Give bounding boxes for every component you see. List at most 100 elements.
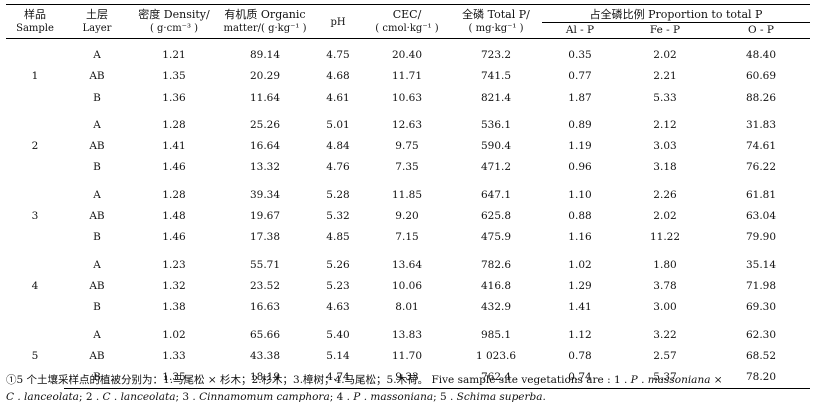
layer-cell: B bbox=[93, 161, 101, 174]
cec-cell: 10.63 bbox=[391, 91, 423, 104]
cec-cell: 11.85 bbox=[391, 188, 423, 201]
header-total-p: 全磷 Total P/ ( mg·kg⁻¹ ) bbox=[450, 4, 542, 39]
fe-p-cell: 2.21 bbox=[653, 70, 677, 83]
al-p-cell: 1.02 bbox=[568, 258, 592, 271]
al-p-cell: 1.19 bbox=[568, 140, 592, 153]
organic-matter-cell: 18.19 bbox=[218, 367, 312, 390]
footnote-species-2: C . lanceolata bbox=[102, 391, 176, 403]
o-p-cell: 31.83 bbox=[745, 118, 777, 131]
total-p-cell: 1 023.6 bbox=[475, 349, 517, 362]
fe-p-cell: 3.22 bbox=[653, 328, 677, 341]
layer-cell: AB bbox=[89, 140, 105, 153]
table-row: AB 1.33 43.38 5.14 11.70 1 023.6 0.78 2.57 68.52 bbox=[6, 346, 810, 367]
density-cell: 1.36 bbox=[162, 91, 186, 104]
ph-cell: 4.76 bbox=[326, 161, 350, 174]
table-body: 1 A 1.21 89.14 4.75 20.40 723.2 0.35 2.02 48.40 AB… bbox=[6, 39, 811, 390]
o-p-cell: 35.14 bbox=[745, 258, 777, 271]
ph-cell: 4.75 bbox=[326, 49, 350, 61]
total-p-cell: 647.1 bbox=[480, 188, 512, 201]
table-row: 3 A 1.28 39.34 5.28 11.85 647.1 1.10 2.26 61.81 bbox=[6, 179, 810, 222]
layer-cell: B bbox=[93, 231, 101, 244]
table-row: B 1.35 18.19 4.74 9.33 762.4 0.74 5.37 78.20 bbox=[6, 367, 811, 390]
fe-p-cell: 2.02 bbox=[653, 49, 677, 61]
header-organic-matter: 有机质 Organic matter/( g·kg⁻¹ ) bbox=[218, 4, 312, 39]
density-cell: 1.41 bbox=[162, 140, 186, 153]
cec-cell: 11.70 bbox=[391, 349, 423, 362]
density-cell: 1.38 bbox=[162, 301, 186, 314]
organic-matter-cell: 89.14 bbox=[249, 49, 281, 61]
total-p-cell: 416.8 bbox=[480, 279, 512, 292]
density-cell: 1.28 bbox=[162, 188, 186, 201]
fe-p-cell: 11.22 bbox=[649, 231, 681, 244]
total-p-cell: 985.1 bbox=[480, 328, 512, 341]
layer-cell: A bbox=[93, 49, 101, 61]
header-density-line1: 密度 Density/ bbox=[138, 8, 210, 21]
table-row: 1 A 1.21 89.14 4.75 20.40 723.2 0.35 2.02 48.40 bbox=[6, 39, 810, 82]
table-footnote: ①5 个土壤采样点的植被分别为：1.马尾松 × 杉木；2.杉木；3.樟树；4.马… bbox=[6, 372, 810, 406]
organic-matter-cell: 23.52 bbox=[249, 279, 281, 292]
cec-cell: 7.15 bbox=[395, 231, 419, 244]
header-cec-line2: ( cmol·kg⁻¹ ) bbox=[375, 23, 439, 34]
layer-cell: AB bbox=[89, 349, 105, 362]
al-p-cell: 0.88 bbox=[568, 210, 592, 223]
cec-cell: 20.40 bbox=[391, 49, 423, 61]
header-layer: 土层 Layer bbox=[64, 4, 130, 39]
ph-cell: 4.85 bbox=[326, 231, 350, 244]
sample-id-cell: 5 bbox=[31, 350, 39, 363]
footnote-end: . bbox=[542, 391, 546, 403]
cec-cell: 7.35 bbox=[395, 161, 419, 174]
footnote-sep-4: ; 4 . bbox=[329, 391, 350, 403]
ph-cell: 4.68 bbox=[326, 70, 350, 83]
ph-cell: 4.63 bbox=[326, 301, 350, 314]
organic-matter-cell: 19.67 bbox=[249, 210, 281, 223]
cec-cell: 12.63 bbox=[391, 118, 423, 131]
ph-cell: 5.40 bbox=[326, 328, 350, 341]
organic-matter-cell: 55.71 bbox=[249, 258, 281, 271]
table-header: 样品 Sample 土层 Layer 密度 Density/ ( g·cm⁻³ … bbox=[6, 4, 811, 39]
layer-cell: A bbox=[93, 118, 101, 131]
fe-p-cell: 3.78 bbox=[653, 279, 677, 292]
ph-cell: 5.14 bbox=[326, 349, 350, 362]
al-p-cell: 0.96 bbox=[568, 161, 592, 174]
o-p-cell: 61.81 bbox=[745, 188, 777, 201]
table-row: 5 A 1.02 65.66 5.40 13.83 985.1 1.12 3.22 62.30 bbox=[6, 319, 810, 363]
total-p-cell: 432.9 bbox=[480, 301, 512, 314]
fe-p-cell: 5.37 bbox=[618, 367, 712, 390]
fe-p-cell: 2.57 bbox=[653, 349, 677, 362]
footnote-species-4: P . massoniana bbox=[353, 391, 434, 403]
layer-cell: A bbox=[93, 188, 101, 201]
total-p-cell: 821.4 bbox=[480, 91, 512, 104]
organic-matter-cell: 20.29 bbox=[249, 70, 281, 83]
table-row: AB 1.32 23.52 5.23 10.06 416.8 1.29 3.78 71.98 bbox=[6, 276, 810, 297]
total-p-cell: 762.4 bbox=[450, 367, 542, 390]
footnote-sep-5: ; 5 . bbox=[433, 391, 454, 403]
cec-cell: 8.01 bbox=[395, 301, 419, 314]
footnote-species-3: Cinnamomum camphora bbox=[199, 391, 330, 403]
header-density-line2: ( g·cm⁻³ ) bbox=[149, 23, 199, 34]
al-p-cell: 1.87 bbox=[568, 91, 592, 104]
header-om-line2: matter/( g·kg⁻¹ ) bbox=[223, 23, 307, 34]
density-cell: 1.46 bbox=[162, 231, 186, 244]
table-row: B 1.36 11.64 4.61 10.63 821.4 1.87 5.33 88.26 bbox=[6, 88, 810, 109]
layer-cell: AB bbox=[89, 210, 105, 223]
header-cec-line1: CEC/ bbox=[392, 8, 422, 21]
sample-id-cell: 1 bbox=[31, 70, 39, 83]
header-sample-zh: 样品 bbox=[24, 8, 46, 21]
footnote-sep-3: ; 3 . bbox=[175, 391, 196, 403]
ph-cell: 5.32 bbox=[326, 210, 350, 223]
table-row: AB 1.41 16.64 4.84 9.75 590.4 1.19 3.03 74.61 bbox=[6, 136, 810, 157]
density-cell: 1.33 bbox=[162, 349, 186, 362]
fe-p-cell: 3.03 bbox=[653, 140, 677, 153]
cec-cell: 13.64 bbox=[391, 258, 423, 271]
table-row: AB 1.35 20.29 4.68 11.71 741.5 0.77 2.21 60.69 bbox=[6, 66, 810, 87]
total-p-cell: 471.2 bbox=[480, 161, 512, 174]
al-p-cell: 0.77 bbox=[568, 70, 592, 83]
al-p-cell: 1.41 bbox=[568, 301, 592, 314]
header-tp-line2: ( mg·kg⁻¹ ) bbox=[468, 23, 524, 34]
total-p-cell: 782.6 bbox=[480, 258, 512, 271]
ph-cell: 4.74 bbox=[312, 367, 364, 390]
total-p-cell: 723.2 bbox=[480, 49, 512, 61]
o-p-cell: 71.98 bbox=[745, 279, 777, 292]
table-row: AB 1.48 19.67 5.32 9.20 625.8 0.88 2.02 63.04 bbox=[6, 206, 810, 227]
organic-matter-cell: 39.34 bbox=[249, 188, 281, 201]
